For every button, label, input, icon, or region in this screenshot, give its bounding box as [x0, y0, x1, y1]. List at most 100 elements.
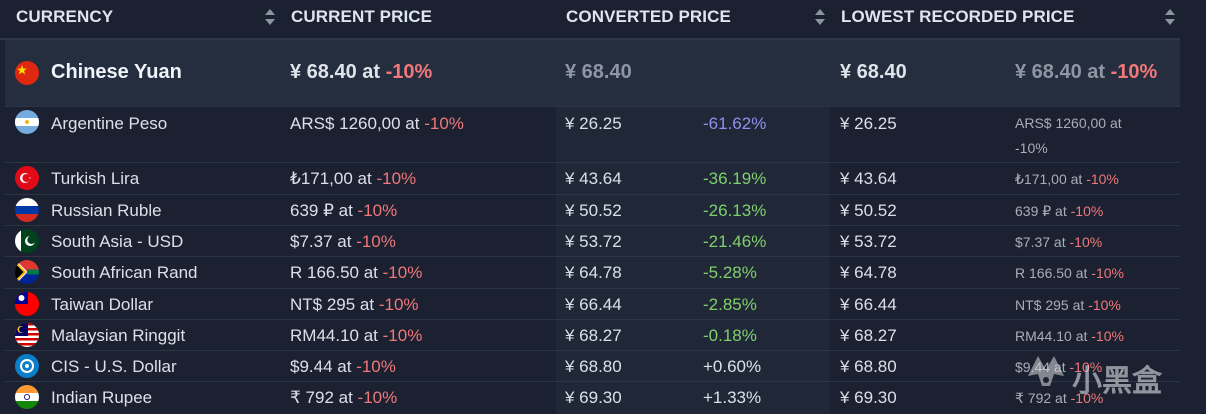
lowest-detail-text: ₺171,00 at [1015, 171, 1083, 187]
watermark-text: 小黑盒 [1072, 365, 1162, 398]
converted-price: ¥ 43.64 [565, 169, 622, 188]
price-text: ARS$ 1260,00 at [290, 114, 420, 133]
discount-badge: -10% [1088, 297, 1121, 313]
price-text: ₺171,00 at [290, 169, 372, 188]
price-text: $9.44 at [290, 357, 352, 376]
currency-name: Argentine Peso [51, 114, 168, 133]
cis-flag-icon [15, 354, 39, 378]
sort-icon[interactable] [815, 9, 825, 25]
converted-column-background [556, 106, 830, 414]
lowest-price-detail: NT$ 295 at -10% [1015, 297, 1121, 313]
header-converted-price[interactable]: CONVERTED PRICE [566, 7, 731, 26]
row-divider [5, 194, 1180, 195]
lowest-price: ¥ 50.52 [840, 201, 897, 220]
discount-badge: -10% [385, 61, 433, 83]
lowest-detail-text: ¥ 68.40 at [1015, 61, 1106, 83]
discount-badge: -10% [356, 357, 396, 376]
currency-name: South African Rand [51, 263, 198, 282]
pakistan-flag-icon [15, 229, 39, 253]
taiwan-flag-icon [15, 292, 39, 316]
discount-badge: -10% [357, 388, 398, 407]
row-divider [5, 319, 1180, 320]
converted-price: ¥ 68.80 [565, 357, 622, 376]
lowest-price-detail: RM44.10 at -10% [1015, 328, 1124, 344]
row-divider [5, 256, 1180, 257]
lowest-price: ¥ 53.72 [840, 232, 897, 251]
price-text: ₹ 792 at [290, 388, 353, 407]
price-text: RM44.10 at [290, 326, 378, 345]
row-divider [5, 225, 1180, 226]
current-price: ¥ 68.40 at -10% [290, 61, 432, 84]
current-price: NT$ 295 at -10% [290, 295, 419, 315]
discount-badge: -10% [1070, 203, 1104, 219]
current-price: RM44.10 at -10% [290, 326, 422, 346]
discount-badge: -10% [1091, 328, 1124, 344]
highlight-row[interactable] [5, 40, 1180, 106]
lowest-price: ¥ 68.27 [840, 326, 897, 345]
currency-name: Indian Rupee [51, 388, 153, 407]
lowest-detail-text: NT$ 295 at [1015, 297, 1085, 313]
current-price: ₹ 792 at -10% [290, 388, 397, 408]
discount-badge: -10% [382, 263, 423, 282]
currency-name: Taiwan Dollar [51, 295, 154, 314]
lowest-price: ¥ 43.64 [840, 169, 897, 188]
row-divider [5, 350, 1180, 351]
malaysia-flag-icon [15, 323, 39, 347]
price-text: R 166.50 at [290, 263, 378, 282]
price-difference: +0.60% [703, 357, 762, 376]
table-header: CURRENCY CURRENT PRICE CONVERTED PRICE L… [0, 0, 1206, 36]
price-difference: -21.46% [703, 232, 767, 251]
converted-price: ¥ 50.52 [565, 201, 622, 220]
sort-icon[interactable] [265, 9, 275, 25]
row-divider [5, 106, 1180, 107]
price-difference: -5.28% [703, 263, 757, 282]
header-currency[interactable]: CURRENCY [16, 7, 114, 26]
converted-price: ¥ 68.27 [565, 326, 622, 345]
price-difference: -61.62% [703, 114, 767, 133]
header-divider [0, 38, 1180, 40]
lowest-price-detail: ₺171,00 at -10% [1015, 171, 1119, 188]
current-price: ₺171,00 at -10% [290, 169, 416, 189]
price-difference: -0.18% [703, 326, 757, 345]
lowest-price-detail: ¥ 68.40 at -10% [1015, 61, 1157, 84]
lowest-detail-text: ₹ 792 at [1015, 390, 1067, 406]
discount-badge: -10% [378, 295, 419, 314]
south-africa-flag-icon [15, 260, 39, 284]
lowest-detail-text: R 166.50 at [1015, 265, 1088, 281]
lowest-price-detail: 639 ₽ at -10% [1015, 203, 1103, 220]
discount-badge: -10% [1069, 359, 1103, 375]
converted-price: ¥ 26.25 [565, 114, 622, 133]
discount-badge: -10% [1015, 140, 1048, 156]
discount-badge: -10% [1069, 234, 1103, 250]
current-price: ARS$ 1260,00 at -10% [290, 114, 464, 134]
india-flag-icon [15, 385, 39, 409]
converted-price: ¥ 68.40 [565, 61, 632, 83]
currency-name: Russian Ruble [51, 201, 162, 220]
sort-icon[interactable] [1165, 9, 1175, 25]
lowest-price: ¥ 64.78 [840, 263, 897, 282]
lowest-price-detail: ARS$ 1260,00 at [1015, 115, 1122, 131]
header-current-price[interactable]: CURRENT PRICE [291, 7, 433, 26]
current-price: $9.44 at -10% [290, 357, 396, 377]
price-difference: -2.85% [703, 295, 757, 314]
currency-name: South Asia - USD [51, 232, 184, 251]
row-divider [5, 288, 1180, 289]
discount-badge: -10% [356, 232, 396, 251]
price-text: ¥ 68.40 at [290, 61, 381, 83]
discount-badge: -10% [1086, 171, 1119, 187]
currency-name: CIS - U.S. Dollar [51, 357, 177, 376]
lowest-price-detail: R 166.50 at -10% [1015, 265, 1124, 281]
price-difference: +1.33% [703, 388, 762, 407]
current-price: 639 ₽ at -10% [290, 201, 397, 221]
converted-price: ¥ 53.72 [565, 232, 622, 251]
lowest-price-detail: $7.37 at -10% [1015, 234, 1102, 250]
russia-flag-icon [15, 198, 39, 222]
lowest-price: ¥ 69.30 [840, 388, 897, 407]
currency-name: Turkish Lira [51, 169, 140, 188]
converted-price: ¥ 64.78 [565, 263, 622, 282]
discount-badge: -10% [424, 114, 464, 133]
price-text: 639 ₽ at [290, 201, 353, 220]
lowest-price: ¥ 68.40 [840, 61, 907, 83]
discount-badge: -10% [382, 326, 423, 345]
header-lowest-recorded-price[interactable]: LOWEST RECORDED PRICE [841, 7, 1075, 26]
